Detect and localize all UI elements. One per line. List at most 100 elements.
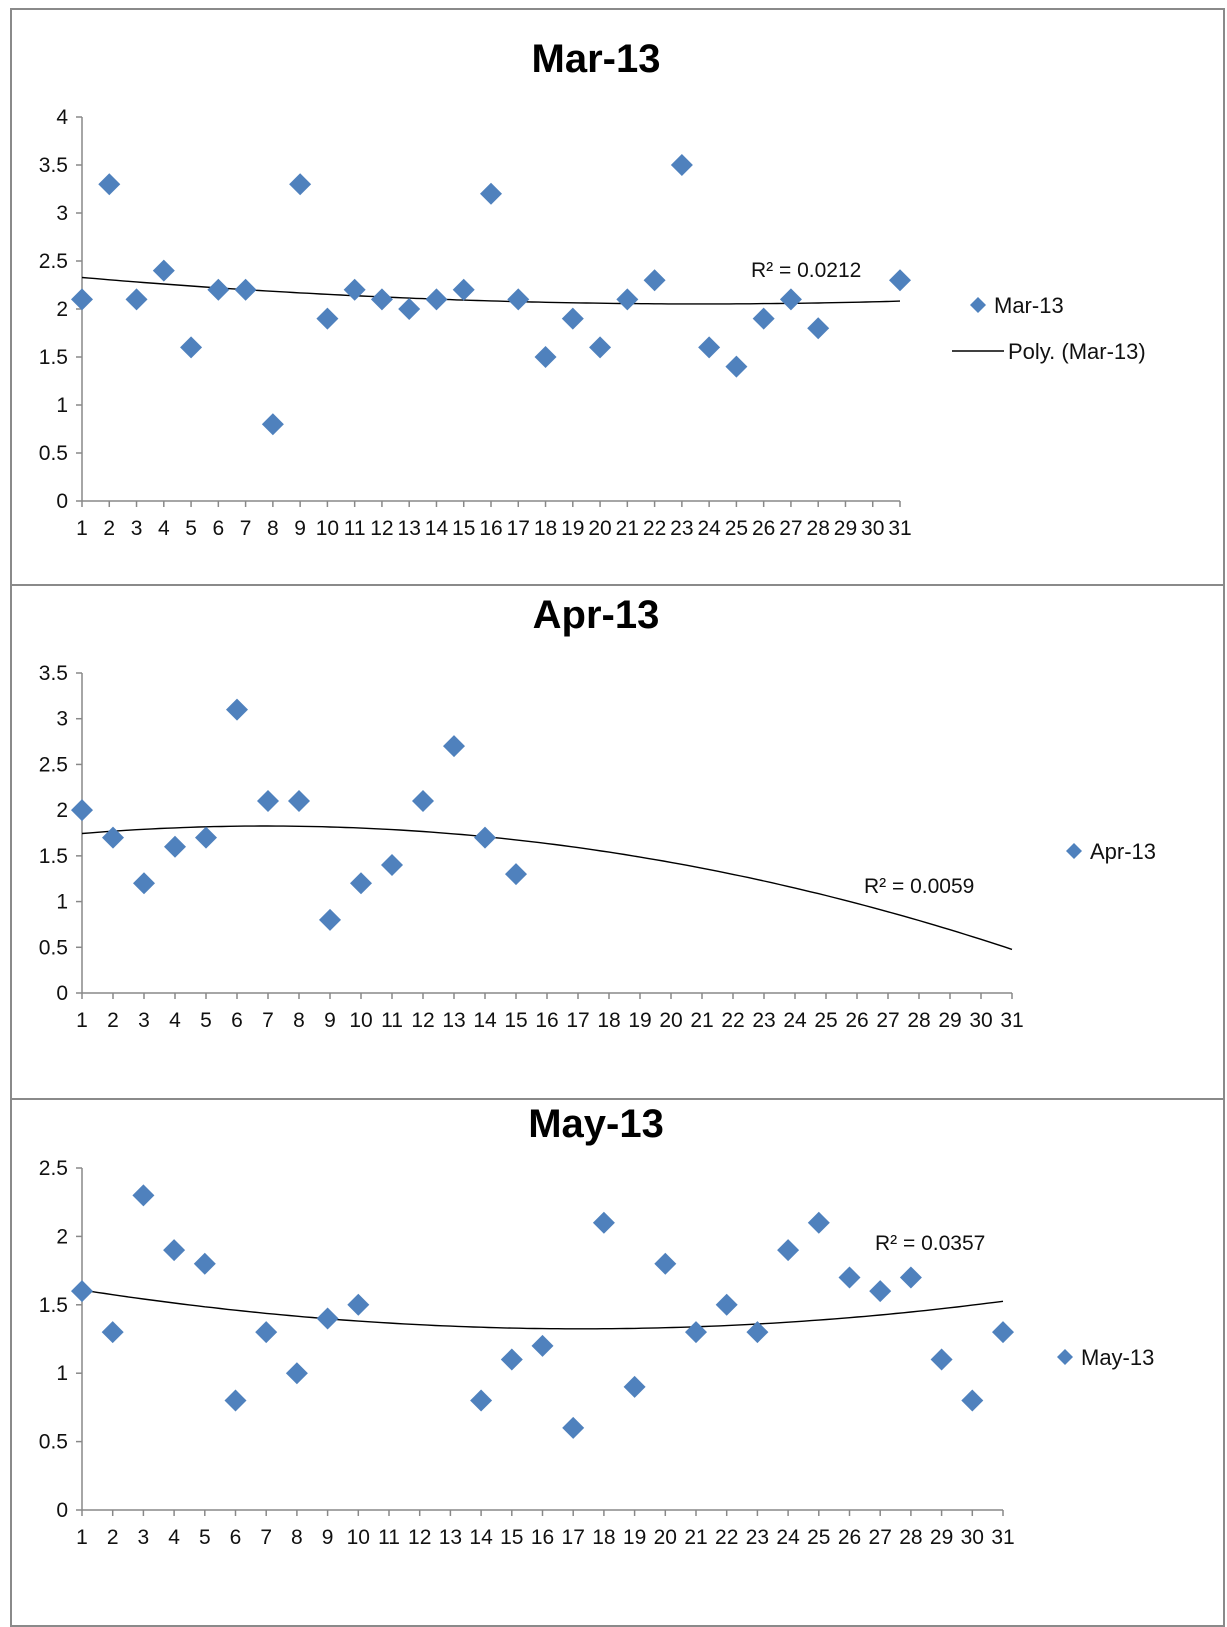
chart-panel-apr-13: Apr-13 0 0.5 1 1.5 2 2.5 3 3.5 1 2 3 4 5 6 7 8 9 10 11 12 13 1… [10,586,1225,1100]
legend-entry: May-13 [1057,1345,1154,1370]
y-tick-label: 0 [56,490,68,513]
x-tick-label: 1 [76,1009,88,1032]
x-tick-label: 26 [838,1526,861,1549]
y-tick-label: 1 [56,1362,68,1385]
x-tick-label: 9 [324,1009,336,1032]
x-tick-label: 17 [562,1526,585,1549]
chart-panel-may-13: May-13 0 0.5 1 1.5 2 2.5 1 2 3 4 5 6 7 8 9 10 11 12 13 14 15 1… [10,1100,1225,1627]
x-tick-label: 2 [107,1526,119,1549]
x-tick-label: 1 [76,1526,88,1549]
x-tick-label: 20 [659,1009,682,1032]
data-point [207,278,230,301]
chart-panel-mar-13: Mar-13 0 0.5 1 1.5 2 2.5 3 3.5 4 1 2 3 4 5 6 7 8 9 10 11 12 13… [10,8,1225,586]
y-tick-label: 0.5 [39,936,68,959]
data-point [71,288,93,311]
x-tick-label: 31 [1000,1009,1023,1032]
data-point [452,278,475,301]
x-tick-label: 7 [262,1009,274,1032]
y-tick-label: 2.5 [39,250,68,273]
x-tick-label: 21 [616,517,639,540]
data-point [288,790,310,812]
data-point [163,1239,186,1262]
data-point [193,1252,216,1275]
chart-title: May-13 [528,1102,664,1146]
x-tick-label: 7 [240,517,252,540]
y-tick-label: 2.5 [39,753,68,776]
x-tick-label: 10 [347,1526,370,1549]
data-point [98,173,121,196]
data-point [807,1211,830,1234]
x-tick-label: 21 [690,1009,713,1032]
x-tick-label: 17 [507,517,530,540]
data-point [101,1321,124,1344]
x-tick-label: 15 [500,1526,523,1549]
x-tick-label: 23 [670,517,693,540]
x-tick-label: 22 [643,517,666,540]
y-tick-label: 0.5 [39,1431,68,1454]
x-tick-label: 30 [961,1526,984,1549]
chart-title: Mar-13 [532,37,661,81]
x-tick-label: 24 [697,517,721,540]
x-tick-label: 5 [199,1526,211,1549]
x-tick-label: 23 [746,1526,769,1549]
data-point [561,307,584,330]
x-tick-label: 2 [107,1009,119,1032]
legend-label: Poly. (Mar-13) [1008,339,1146,364]
data-point [899,1266,922,1289]
r-squared-label: R² = 0.0059 [864,875,974,898]
x-tick-label: 2 [103,517,115,540]
x-tick-label: 30 [969,1009,992,1032]
x-tick-label: 19 [623,1526,646,1549]
x-tick-label: 8 [291,1526,303,1549]
x-tick-label: 10 [316,517,339,540]
x-tick-label: 18 [597,1009,620,1032]
data-point [234,278,257,301]
data-point [255,1321,278,1344]
legend-marker-icon [1057,1349,1073,1365]
legend-label: Mar-13 [994,293,1064,318]
data-point [643,269,666,292]
x-tick-label: 13 [439,1526,462,1549]
data-point [347,1293,370,1316]
x-tick-label: 12 [408,1526,431,1549]
data-point [289,173,312,196]
data-point [316,1307,339,1330]
x-tick-label: 8 [293,1009,305,1032]
x-tick-label: 31 [888,517,911,540]
data-point [869,1280,892,1303]
data-point [224,1389,247,1412]
data-point [474,826,496,849]
data-point [132,1184,155,1207]
data-point [500,1348,523,1371]
y-tick-label: 0 [56,982,68,1005]
data-point [746,1321,769,1344]
x-tick-label: 6 [212,517,224,540]
y-tick-label: 2 [56,298,68,321]
r-squared-label: R² = 0.0357 [875,1232,985,1255]
x-tick-label: 31 [991,1526,1014,1549]
x-tick-label: 3 [138,1009,150,1032]
x-tick-label: 11 [381,1009,403,1032]
x-tick-label: 4 [158,517,170,540]
data-point [125,288,148,311]
y-tick-label: 2 [56,1225,68,1248]
data-point [752,307,775,330]
x-tick-label: 29 [834,517,857,540]
x-tick-label: 5 [200,1009,212,1032]
y-tick-label: 1.5 [39,845,68,868]
x-tick-label: 9 [294,517,306,540]
x-tick-label: 11 [344,517,366,540]
data-point [592,1211,615,1234]
x-tick-label: 15 [504,1009,527,1032]
x-tick-label: 6 [230,1526,242,1549]
x-tick-label: 20 [588,517,611,540]
data-point [725,355,748,378]
r-squared-label: R² = 0.0212 [751,259,861,282]
x-tick-label: 24 [783,1009,807,1032]
trendline [81,825,1013,951]
data-point [531,1334,554,1357]
x-tick-label: 26 [845,1009,868,1032]
data-point [534,346,557,368]
x-tick-label: 28 [807,517,830,540]
